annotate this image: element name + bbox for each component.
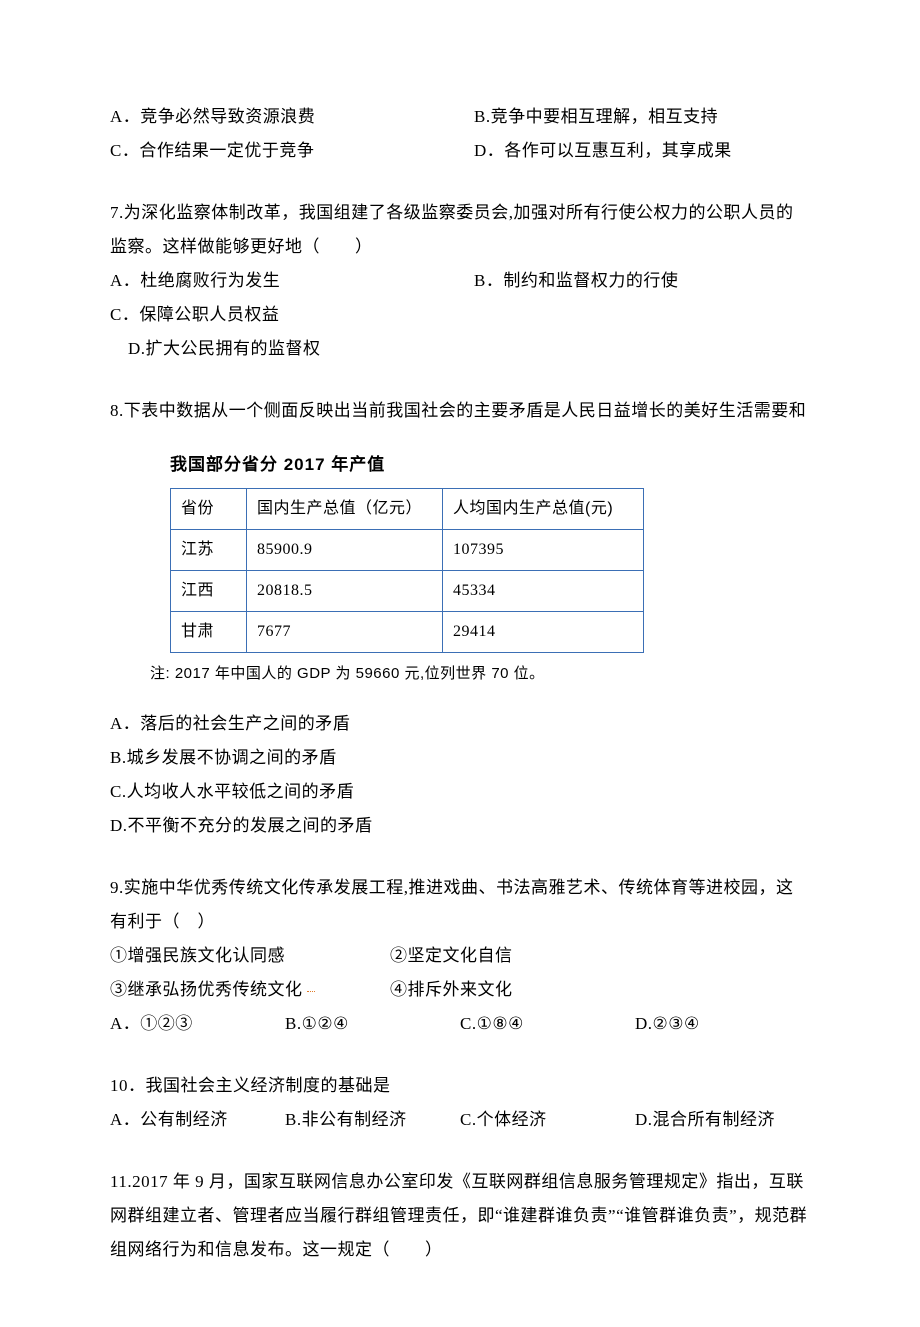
exam-page: A．竞争必然导致资源浪费 B.竞争中要相互理解，相互支持 C．合作结果一定优于竞… [0,0,920,1327]
q9-sub-12: ①增强民族文化认同感 ②坚定文化自信 [110,939,810,973]
th-province: 省份 [171,489,247,530]
cell-province: 江西 [171,571,247,612]
th-percap: 人均国内生产总值(元) [443,489,644,530]
cell-gdp: 20818.5 [247,571,443,612]
cell-percap: 45334 [443,571,644,612]
q8-table-note: 注: 2017 年中国人的 GDP 为 59660 元,位列世界 70 位。 [150,659,810,689]
cell-province: 江苏 [171,530,247,571]
q9-option-b: B.①②④ [285,1007,460,1041]
q8-table-title: 我国部分省分 2017 年产值 [170,448,810,482]
th-gdp: 国内生产总值（亿元） [247,489,443,530]
q10-option-d: D.混合所有制经济 [635,1103,810,1137]
q8-option-b: B.城乡发展不协调之间的矛盾 [110,741,810,775]
q9-option-d: D.②③④ [635,1007,810,1041]
q7-option-a: A．杜绝腐败行为发生 [110,264,474,298]
q7-row-ab: A．杜绝腐败行为发生 B．制约和监督权力的行使 [110,264,810,298]
q9-options: A．①②③ B.①②④ C.①⑧④ D.②③④ [110,1007,810,1041]
q9-sub-34: ③继承弘扬优秀传统文化 ④排斥外来文化 [110,973,810,1007]
table-header-row: 省份 国内生产总值（亿元） 人均国内生产总值(元) [171,489,644,530]
table-row: 江苏 85900.9 107395 [171,530,644,571]
q7-row-cd: C．保障公职人员权益 D.扩大公民拥有的监督权 [110,298,810,366]
q9-option-a: A．①②③ [110,1007,285,1041]
q11-stem: 11.2017 年 9 月，国家互联网信息办公室印发《互联网群组信息服务管理规定… [110,1165,810,1267]
q10-option-b: B.非公有制经济 [285,1103,460,1137]
q10-option-c: C.个体经济 [460,1103,635,1137]
q8-stem: 8.下表中数据从一个侧面反映出当前我国社会的主要矛盾是人民日益增长的美好生活需要… [110,394,810,428]
q6-option-d: D．各作可以互惠互利，其享成果 [474,134,810,168]
q6-option-c: C．合作结果一定优于竞争 [110,134,474,168]
table-row: 江西 20818.5 45334 [171,571,644,612]
q9-sub-3-text: ③继承弘扬优秀传统文化 [110,980,303,999]
q7-stem: 7.为深化监察体制改革，我国组建了各级监察委员会,加强对所有行使公权力的公职人员… [110,196,810,264]
q9-option-c: C.①⑧④ [460,1007,635,1041]
q6-option-b: B.竞争中要相互理解，相互支持 [474,100,810,134]
cell-gdp: 85900.9 [247,530,443,571]
q7-option-d: D.扩大公民拥有的监督权 [110,332,464,366]
dotted-mark-icon [307,991,315,992]
q9-sub-2: ②坚定文化自信 [390,939,810,973]
q6-row-ab: A．竞争必然导致资源浪费 B.竞争中要相互理解，相互支持 [110,100,810,134]
q8-option-a: A．落后的社会生产之间的矛盾 [110,707,810,741]
q9-sub-3: ③继承弘扬优秀传统文化 [110,973,390,1007]
q8-option-c: C.人均收人水平较低之间的矛盾 [110,775,810,809]
q10-options: A．公有制经济 B.非公有制经济 C.个体经济 D.混合所有制经济 [110,1103,810,1137]
cell-percap: 29414 [443,612,644,653]
table-row: 甘肃 7677 29414 [171,612,644,653]
q10-option-a: A．公有制经济 [110,1103,285,1137]
cell-gdp: 7677 [247,612,443,653]
q10-stem: 10．我国社会主义经济制度的基础是 [110,1069,810,1103]
q9-stem: 9.实施中华优秀传统文化传承发展工程,推进戏曲、书法高雅艺术、传统体育等进校园，… [110,871,810,939]
q9-sub-4: ④排斥外来文化 [390,973,810,1007]
cell-province: 甘肃 [171,612,247,653]
q8-table: 省份 国内生产总值（亿元） 人均国内生产总值(元) 江苏 85900.9 107… [170,488,644,653]
cell-percap: 107395 [443,530,644,571]
q7-option-c: C．保障公职人员权益 [110,298,474,332]
q6-option-a: A．竞争必然导致资源浪费 [110,100,474,134]
q9-sub-1: ①增强民族文化认同感 [110,939,390,973]
q7-option-b: B．制约和监督权力的行使 [474,264,810,298]
q8-option-d: D.不平衡不充分的发展之间的矛盾 [110,809,810,843]
q6-row-cd: C．合作结果一定优于竞争 D．各作可以互惠互利，其享成果 [110,134,810,168]
